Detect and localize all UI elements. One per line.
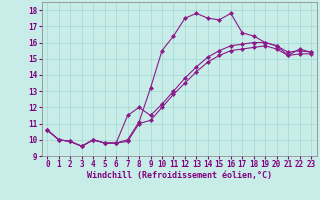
X-axis label: Windchill (Refroidissement éolien,°C): Windchill (Refroidissement éolien,°C)	[87, 171, 272, 180]
